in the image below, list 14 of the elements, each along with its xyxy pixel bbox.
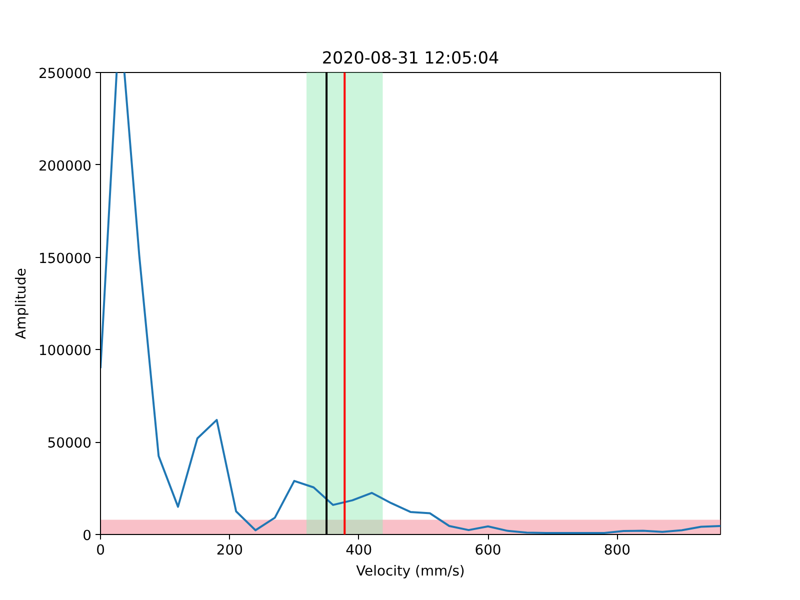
y-tick-label: 50000 <box>47 436 92 452</box>
y-tick-label: 200000 <box>38 158 92 174</box>
x-tick-label: 0 <box>96 542 105 558</box>
y-axis-title: Amplitude <box>13 268 30 340</box>
x-tick-label: 800 <box>604 542 630 558</box>
y-tick-label: 0 <box>82 528 92 544</box>
y-tick-label: 250000 <box>38 66 92 82</box>
y-tick-label: 150000 <box>38 250 92 267</box>
y-tick-label: 100000 <box>38 343 92 360</box>
x-tick-label: 200 <box>216 542 243 558</box>
chart-title: 2020-08-31 12:05:04 <box>322 48 500 68</box>
x-axis-title: Velocity (mm/s) <box>356 564 465 580</box>
x-tick-label: 400 <box>346 542 372 558</box>
x-tick-label: 600 <box>474 542 502 558</box>
